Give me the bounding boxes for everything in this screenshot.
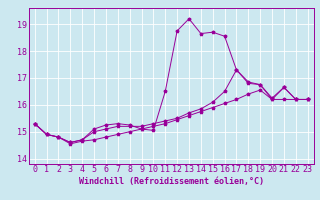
X-axis label: Windchill (Refroidissement éolien,°C): Windchill (Refroidissement éolien,°C) (79, 177, 264, 186)
